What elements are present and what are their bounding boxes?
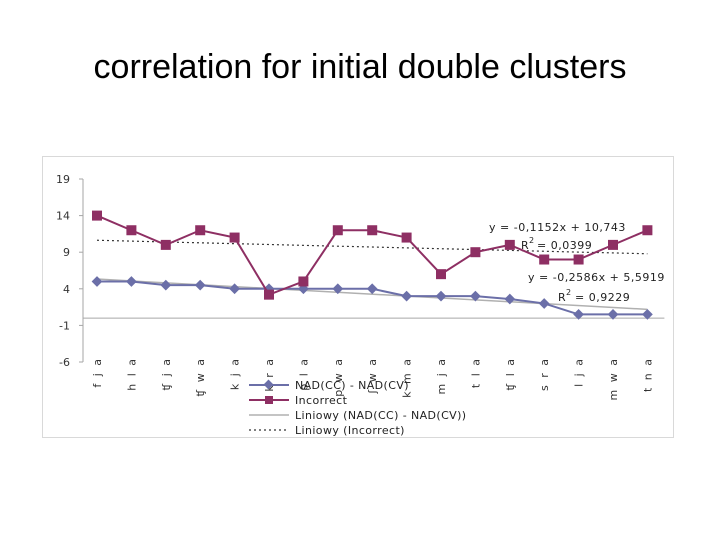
data-point-incorrect [573,254,584,265]
legend-label-nad: NAD(CC) - NAD(CV) [295,379,409,392]
trend-r-value-nad: = 0,9229 [575,291,630,304]
data-point-incorrect [195,225,206,236]
data-point-incorrect [470,247,481,258]
trendline-nad [96,278,648,311]
data-point-incorrect [332,225,343,236]
data-point-nad [642,309,653,320]
x-tick-label: t n a [641,357,654,392]
x-tick-label: m w a [607,357,620,400]
y-tick-label: 4 [63,283,70,296]
data-point-nad [332,283,344,295]
x-tick-label: p w a [332,357,345,397]
legend-label-trend-nad: Liniowy (NAD(CC) - NAD(CV)) [295,409,466,422]
data-point-incorrect [367,225,378,236]
data-point-incorrect [264,289,274,300]
trend-r-value-incorrect: = 0,0399 [537,239,592,252]
data-point-nad [91,276,103,287]
x-tick-label: m j a [435,357,448,395]
data-point-incorrect [229,232,240,243]
data-point-incorrect [160,239,171,250]
legend-label-trend-incorrect: Liniowy (Incorrect) [295,424,405,437]
y-tick-label: -1 [59,319,70,332]
data-point-incorrect [126,225,137,236]
data-point-nad [470,290,481,302]
y-tick-label: -6 [59,356,70,369]
data-point-nad [435,290,447,302]
data-point-nad [194,279,206,291]
trend-equation-nad: y = -0,2586x + 5,5919 [528,271,665,284]
x-tick-label: k j a [229,357,242,390]
legend-label-incorrect: Incorrect [295,394,348,407]
data-point-nad [504,293,516,305]
data-point-incorrect [642,225,653,236]
x-tick-label: t l a [469,357,482,388]
y-tick-label: 19 [56,173,70,186]
trend-r-sup-nad: 2 [566,288,571,297]
x-tick-label: f j a [91,357,104,388]
x-tick-label: s r a [538,357,551,391]
data-point-nad [229,283,240,295]
trend-equation-incorrect: y = -0,1152x + 10,743 [489,221,626,234]
x-tick-label: p l a [297,357,310,391]
trend-r-label-incorrect: R [521,239,529,252]
slide-title: correlation for initial double clusters [93,48,627,86]
trend-r-sup-incorrect: 2 [529,236,534,245]
data-point-nad [366,283,378,295]
data-point-nad [160,279,172,291]
x-tick-label: k m a [401,357,414,398]
x-tick-label: ʧ l a [504,357,517,391]
legend: NAD(CC) - NAD(CV) Incorrect Liniowy (NAD… [249,379,466,437]
data-point-incorrect [92,210,102,221]
x-tick-label: h l a [125,357,138,391]
data-point-nad [401,290,412,302]
x-tick-label: ʃ w a [366,357,379,394]
data-point-incorrect [608,239,618,250]
x-tick-label: ʧ j a [160,357,173,391]
trendline-incorrect [96,239,648,255]
data-point-incorrect [504,239,515,250]
data-point-incorrect [401,232,412,243]
x-tick-label: l j a [573,357,586,387]
x-tick-label: ʧ w a [194,357,207,396]
data-point-incorrect [539,254,550,265]
data-point-incorrect [298,276,309,287]
data-point-incorrect [436,269,446,280]
data-point-nad [126,276,137,287]
legend-swatch-incorrect-marker [265,396,273,404]
y-tick-label: 9 [63,246,70,259]
data-point-nad [538,298,550,309]
y-tick-label: 14 [56,210,70,223]
trend-r-label-nad: R [558,291,566,304]
